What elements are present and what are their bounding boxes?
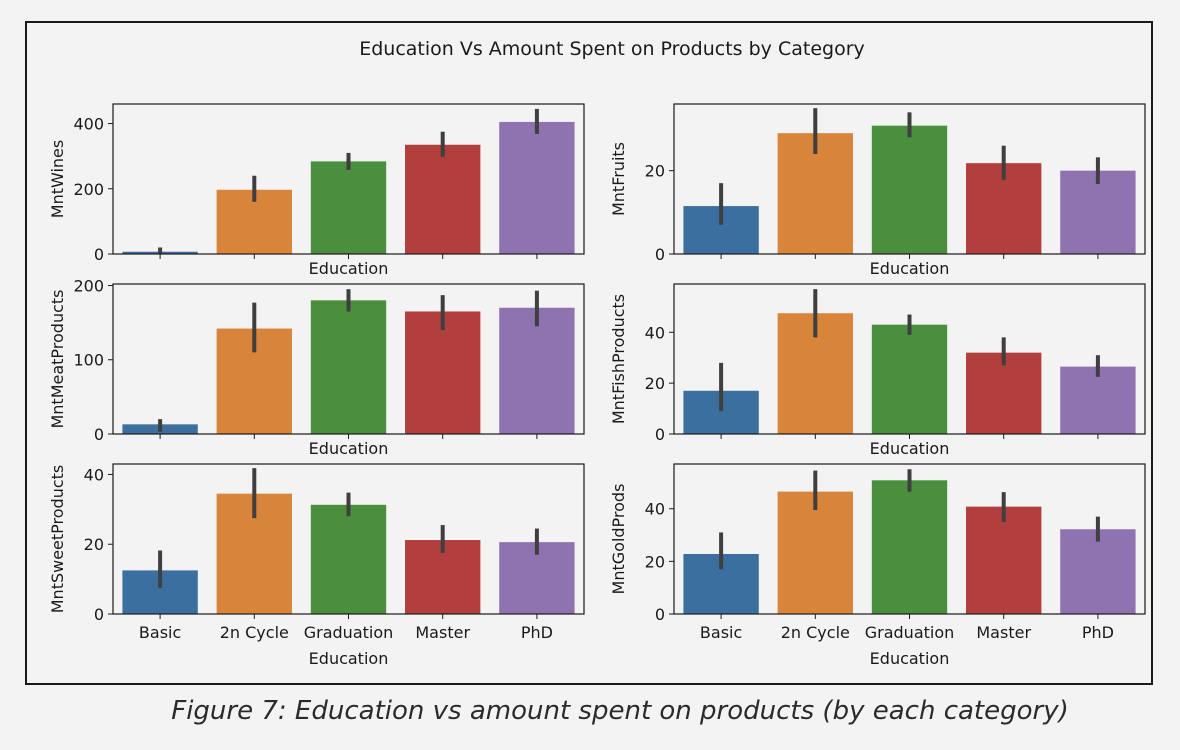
y-tick-label: 0 xyxy=(94,425,104,444)
subplot-mntgoldprods: Basic 2n Cycle Graduation Master PhD 0 20 40 Mnt… xyxy=(609,463,1146,668)
x-axis-label: Education xyxy=(309,649,389,668)
y-tick-label: 0 xyxy=(655,605,665,624)
x-tick-label: 2n Cycle xyxy=(220,623,289,642)
x-tick-label: Master xyxy=(415,623,470,642)
bar-graduation xyxy=(871,324,948,434)
figure-caption: Figure 7: Education vs amount spent on p… xyxy=(171,696,1069,726)
subplot-mntwines: 0 200 400 MntWines Education xyxy=(48,103,585,278)
figure-frame: Education Vs Amount Spent on Products by… xyxy=(25,21,1153,685)
axes-frame xyxy=(112,103,585,255)
subplot-mntmeatproducts: 0 100 200 MntMeatProducts Education xyxy=(48,276,585,458)
y-tick-label: 20 xyxy=(645,374,665,393)
bar-phd xyxy=(1060,170,1136,254)
bar-graduation xyxy=(871,480,948,614)
y-tick-label: 40 xyxy=(645,323,665,342)
bar-graduation xyxy=(310,161,387,254)
y-tick-label: 400 xyxy=(73,115,104,134)
chart-grid: Education Vs Amount Spent on Products by… xyxy=(48,38,1146,668)
x-tick-label: Graduation xyxy=(304,623,394,642)
x-axis-label: Education xyxy=(870,439,950,458)
bar-phd xyxy=(499,307,575,434)
axes-frame xyxy=(673,283,1146,435)
subplot-mntsweetproducts: Basic 2n Cycle Graduation Master PhD 0 20 40 Mnt… xyxy=(48,463,585,668)
bar-2n-cycle xyxy=(777,491,853,614)
y-tick-label: 40 xyxy=(84,465,104,484)
x-tick-label: PhD xyxy=(521,623,553,642)
y-tick-label: 20 xyxy=(84,535,104,554)
y-tick-label: 0 xyxy=(94,605,104,624)
y-axis-label: MntMeatProducts xyxy=(48,289,67,428)
y-tick-label: 40 xyxy=(645,500,665,519)
y-axis-label: MntGoldProds xyxy=(609,484,628,595)
y-tick-label: 200 xyxy=(73,276,104,295)
axes-frame xyxy=(673,103,1146,255)
axes-frame xyxy=(673,463,1146,615)
x-tick-label: Graduation xyxy=(865,623,955,642)
x-axis-label: Education xyxy=(309,439,389,458)
y-tick-label: 0 xyxy=(655,245,665,264)
y-tick-label: 100 xyxy=(73,351,104,370)
subplot-mntfishproducts: 0 20 40 MntFishProducts Education xyxy=(609,283,1146,458)
y-tick-label: 20 xyxy=(645,552,665,571)
figure-title: Education Vs Amount Spent on Products by… xyxy=(359,38,865,60)
x-tick-label: Basic xyxy=(700,623,742,642)
axes-frame xyxy=(112,463,585,615)
y-axis-label: MntFruits xyxy=(609,142,628,216)
x-tick-label: 2n Cycle xyxy=(781,623,850,642)
x-tick-label: Basic xyxy=(139,623,181,642)
y-axis-label: MntFishProducts xyxy=(609,294,628,424)
y-axis-label: MntSweetProducts xyxy=(48,465,67,614)
y-tick-label: 20 xyxy=(645,162,665,181)
y-tick-label: 0 xyxy=(94,245,104,264)
x-axis-label: Education xyxy=(870,649,950,668)
y-tick-label: 0 xyxy=(655,425,665,444)
subplot-mntfruits: 0 20 MntFruits Education xyxy=(609,103,1146,278)
axes-frame xyxy=(112,283,585,435)
bar-graduation xyxy=(310,300,387,434)
bar-master xyxy=(405,311,481,434)
bar-graduation xyxy=(310,504,387,614)
x-axis-label: Education xyxy=(870,259,950,278)
bar-graduation xyxy=(871,125,948,255)
bar-master xyxy=(966,506,1042,614)
y-tick-label: 200 xyxy=(73,180,104,199)
y-axis-label: MntWines xyxy=(48,140,67,218)
x-axis-label: Education xyxy=(309,259,389,278)
x-tick-label: PhD xyxy=(1082,623,1114,642)
bar-master xyxy=(966,352,1042,434)
bar-phd xyxy=(1060,366,1136,434)
bar-phd xyxy=(1060,529,1136,614)
x-tick-label: Master xyxy=(976,623,1031,642)
bar-phd xyxy=(499,121,575,254)
bar-master xyxy=(405,144,481,254)
